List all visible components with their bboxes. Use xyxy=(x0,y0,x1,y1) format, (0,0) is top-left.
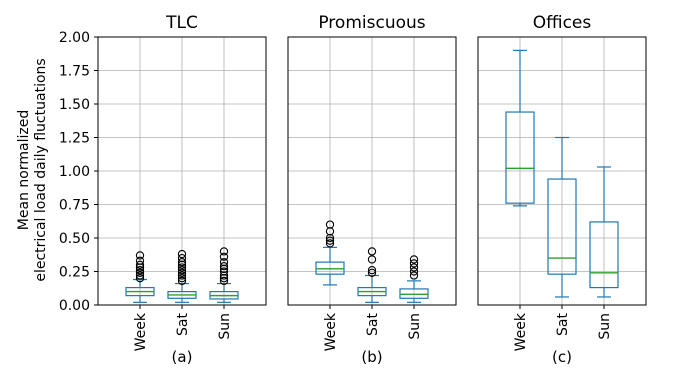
y-tick-label: 1.00 xyxy=(59,164,90,180)
panel-sublabel: (b) xyxy=(361,348,382,366)
box-week xyxy=(505,49,535,207)
outlier-point xyxy=(135,268,145,277)
x-tick-label: Week xyxy=(133,312,149,351)
outlier-point xyxy=(177,253,187,263)
y-tick-label: 0.75 xyxy=(59,198,90,214)
outlier-point xyxy=(177,276,187,286)
iqr-box xyxy=(505,111,535,204)
x-tick-label: Sun xyxy=(407,313,423,340)
outlier-point xyxy=(135,251,145,260)
outlier-point xyxy=(367,268,377,277)
outlier-point xyxy=(219,257,229,267)
outlier-point xyxy=(409,255,419,264)
y-tick-label: 2.00 xyxy=(59,30,90,46)
box-sat xyxy=(167,249,197,303)
iqr-box xyxy=(589,221,619,289)
outlier-point xyxy=(219,267,229,276)
outlier-point xyxy=(219,252,229,261)
plot-frame xyxy=(477,36,647,306)
outlier-point xyxy=(177,257,187,267)
x-tick-label: Week xyxy=(513,312,529,351)
y-tick-label: 1.75 xyxy=(59,64,90,80)
box-sun xyxy=(209,247,239,303)
panel-sublabel: (c) xyxy=(552,348,572,366)
panel-promiscuous: Week Sat Sun Promiscuous (b) xyxy=(287,13,457,366)
outlier-point xyxy=(177,263,187,272)
outlier-point xyxy=(177,268,187,277)
y-tick-label: 0.00 xyxy=(59,298,90,314)
y-tick-label: 1.50 xyxy=(59,97,90,113)
iqr-box xyxy=(547,178,577,275)
outlier-point xyxy=(135,256,145,265)
plot-frame xyxy=(97,36,267,306)
x-tick-label: Sat xyxy=(175,313,191,336)
outlier-point xyxy=(325,239,335,248)
panel-title: TLC xyxy=(165,13,198,33)
y-tick-label: 1.25 xyxy=(59,131,90,147)
box-week xyxy=(315,220,345,286)
outlier-point xyxy=(219,261,229,271)
outlier-point xyxy=(135,271,145,280)
x-tick-label: Sat xyxy=(365,313,381,336)
panel-tlc: 0.00 0.25 0.50 0.75 1.00 1.25 1.50 1.75 2.00 Week… xyxy=(59,13,267,366)
outlier-point xyxy=(219,276,229,286)
outlier-point xyxy=(325,220,335,229)
box-sat xyxy=(357,247,387,303)
x-tick-label: Sun xyxy=(597,313,613,340)
outlier-point xyxy=(177,271,187,280)
panel-sublabel: (a) xyxy=(172,348,193,366)
outlier-point xyxy=(177,274,187,283)
y-axis-label-line-1: Mean normalized xyxy=(16,110,32,230)
outlier-point xyxy=(177,249,187,259)
y-tick-label: 0.25 xyxy=(59,265,90,281)
plot-frame xyxy=(287,36,457,306)
x-tick-label: Sun xyxy=(217,313,233,340)
y-axis-label-line-2: electrical load daily fluctuations xyxy=(33,58,49,281)
outlier-point xyxy=(367,255,377,264)
outlier-point xyxy=(135,274,145,283)
outlier-point xyxy=(409,271,419,280)
outlier-point xyxy=(409,263,419,272)
outlier-point xyxy=(177,266,187,275)
outlier-point xyxy=(367,266,377,275)
outlier-point xyxy=(325,236,335,245)
outlier-point xyxy=(409,267,419,276)
panels: 0.00 0.25 0.50 0.75 1.00 1.25 1.50 1.75 2.00 Week… xyxy=(59,13,647,366)
x-tick-label: Week xyxy=(323,312,339,351)
outlier-point xyxy=(135,260,145,269)
box-sun xyxy=(589,166,619,298)
box-sat xyxy=(547,136,577,298)
panel-title: Promiscuous xyxy=(318,13,425,33)
x-tick-label: Sat xyxy=(555,313,571,336)
box-sun xyxy=(399,255,429,303)
outlier-point xyxy=(219,247,229,256)
outlier-point xyxy=(367,247,377,256)
outlier-point xyxy=(409,259,419,268)
y-tick-label: 0.50 xyxy=(59,231,90,247)
outlier-point xyxy=(135,266,145,275)
panel-offices: Week Sat Sun Offices (c) xyxy=(477,13,647,366)
panel-title: Offices xyxy=(533,13,592,33)
box-week xyxy=(125,251,155,303)
